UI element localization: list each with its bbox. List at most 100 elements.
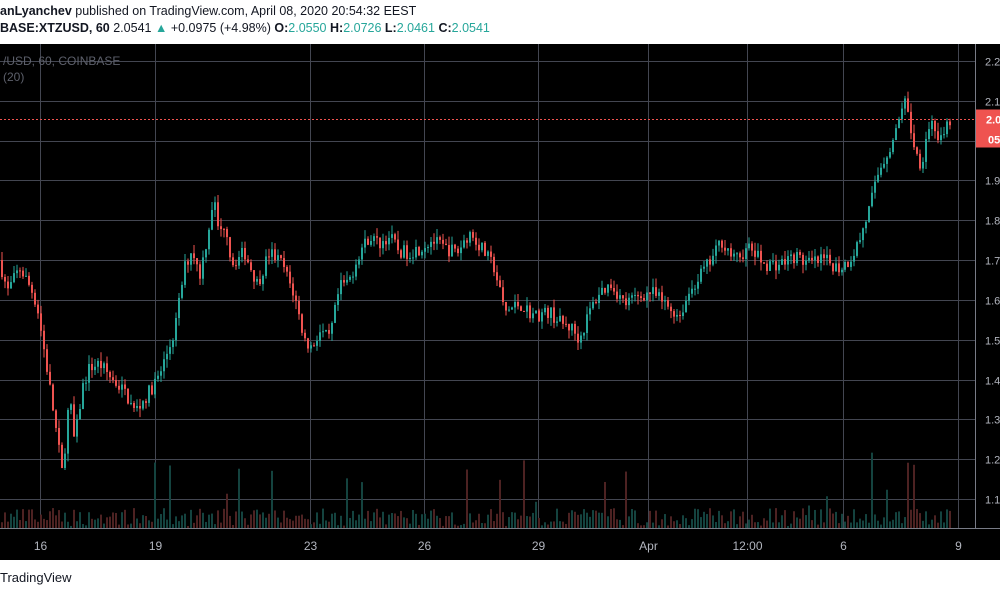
volume-bar [301,514,303,528]
candle-body [427,246,429,249]
volume-bar [856,522,858,528]
candle-body [892,140,894,153]
candle-body [559,315,561,322]
legend-symbol[interactable]: /USD, 60, COINBASE [3,54,120,68]
candle-body [289,271,291,284]
candle-body [628,297,630,306]
volume-bar [436,515,438,528]
time-axis[interactable]: 16 19 23 26 29 Apr 12:00 6 9 [34,539,962,553]
volume-bar [214,524,216,528]
volume-bar [526,516,528,528]
candle-body [34,292,36,305]
volume-bar [16,509,18,528]
volume-bar [49,511,51,528]
volume-bar [766,520,768,528]
volume-bar [865,514,867,528]
volume-bar [655,510,657,528]
candle-body [871,192,873,207]
volume-bar [535,501,537,528]
volume-bar [202,512,204,528]
candle-body [319,332,321,341]
candle-body [7,281,9,289]
volume-bar [922,520,924,528]
candle-body [154,378,156,395]
volume-bar [547,524,549,528]
volume-bar [805,515,807,528]
price-tag: 2.0 05 [976,109,1000,148]
high-label: H: [329,21,344,35]
candle-body [724,247,726,251]
candle-body [556,321,558,323]
candle-body [157,375,159,379]
volume-bar [97,518,99,528]
brand-label[interactable]: TradingView [0,570,72,585]
candle-body [124,384,126,389]
price-chart[interactable]: 2.22.12.01.91.81.71.61.51.41.31.21.1 161… [0,44,1000,560]
volume-bar [145,515,147,528]
candle-body [934,120,936,132]
volume-bar [616,519,618,528]
legend-indicator[interactable]: (20) [3,70,24,84]
candle-body [451,244,453,257]
volume-bar [244,518,246,528]
volume-bar [517,519,519,528]
candle-body [778,264,780,271]
candle-body [145,401,147,403]
candle-body [28,275,30,285]
candle-body [376,236,378,238]
volume-bar [649,510,651,528]
candle-body [82,383,84,409]
candle-body [373,236,375,242]
candle-body [397,239,399,251]
candle-body [712,255,714,265]
volume-bar [286,517,288,528]
y-tick-label: 1.1 [985,495,1000,507]
candle-body [94,366,96,371]
candle-body [655,287,657,296]
volume-bar [1,522,3,528]
author-name[interactable]: anLyanchev [0,4,72,18]
volume-bar [676,520,678,528]
volume-bar [589,516,591,528]
candle-body [808,257,810,261]
volume-bar [280,522,282,528]
volume-bar [403,517,405,528]
candle-body [238,257,240,266]
chart-header: anLyanchev published on TradingView.com,… [0,0,1000,44]
candle-body [43,330,45,350]
volume-bar [586,512,588,528]
candle-body [136,405,138,408]
candle-body [436,237,438,244]
volume-bar [124,509,126,528]
candle-body [208,229,210,250]
volume-bar [451,512,453,528]
candle-body [55,410,57,428]
volume-bar [733,509,735,528]
volume-bar [838,523,840,528]
candle-body [679,314,681,317]
candle-body [478,244,480,251]
candle-body [601,287,603,295]
candle-body [718,240,720,246]
candle-body [76,419,78,437]
candle-body [904,98,906,109]
candle-body [205,249,207,258]
volume-bar [196,515,198,528]
candle-body [13,273,15,283]
candle-body [349,276,351,280]
volume-bar [883,517,885,528]
volume-bar [847,515,849,528]
candle-body [751,243,753,251]
volume-bar [439,518,441,528]
candle-body [10,282,12,289]
volume-bar [808,505,810,528]
candle-body [832,263,834,272]
volume-bar [484,523,486,528]
volume-bar [304,518,306,528]
candle-body [103,363,105,369]
candle-body [604,287,606,293]
volume-bar [331,513,333,528]
volume-bar [937,522,939,528]
last-price: 2.0541 [113,21,152,35]
volume-bar [469,513,471,528]
